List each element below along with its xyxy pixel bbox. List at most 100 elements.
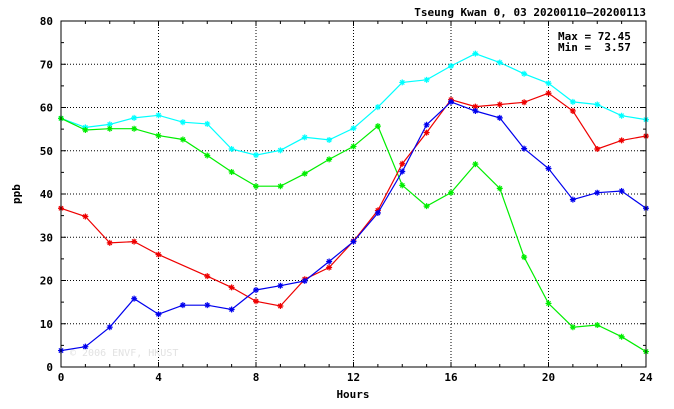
data-point bbox=[82, 343, 89, 350]
data-point bbox=[472, 107, 479, 114]
y-tick-label: 50 bbox=[40, 145, 53, 158]
data-point bbox=[496, 101, 503, 108]
data-point bbox=[155, 311, 162, 318]
data-point bbox=[106, 121, 113, 128]
grid bbox=[61, 21, 646, 367]
data-point bbox=[326, 136, 333, 143]
x-tick-label: 16 bbox=[444, 371, 458, 384]
data-point bbox=[228, 168, 235, 175]
data-point bbox=[374, 210, 381, 217]
y-tick-label: 40 bbox=[40, 188, 53, 201]
data-point bbox=[131, 295, 138, 302]
x-tick-label: 8 bbox=[253, 371, 260, 384]
data-point bbox=[472, 103, 479, 110]
data-point bbox=[399, 168, 406, 175]
data-point bbox=[594, 322, 601, 329]
series-line bbox=[60, 53, 647, 156]
data-point bbox=[618, 137, 625, 144]
x-tick-label: 20 bbox=[542, 371, 555, 384]
data-point bbox=[326, 258, 333, 265]
data-point bbox=[301, 134, 308, 141]
data-point bbox=[106, 324, 113, 331]
data-point bbox=[521, 254, 528, 261]
data-point bbox=[155, 132, 162, 139]
data-point bbox=[204, 152, 211, 159]
data-point bbox=[253, 152, 259, 159]
data-point bbox=[82, 213, 89, 220]
data-point bbox=[228, 146, 235, 153]
data-point bbox=[277, 303, 284, 310]
data-point bbox=[496, 59, 503, 66]
data-point bbox=[106, 125, 113, 132]
y-tick-label: 30 bbox=[40, 231, 53, 244]
data-point bbox=[545, 80, 552, 87]
data-point bbox=[374, 123, 381, 130]
axis-ticks: 0 4 8 12 16 20 24 0 10 20 30 40 50 60 70 80 bbox=[40, 15, 653, 384]
y-axis-label: ppb bbox=[10, 184, 23, 204]
series-3 bbox=[58, 90, 649, 310]
data-point bbox=[521, 99, 528, 106]
data-point bbox=[399, 182, 406, 189]
series-line bbox=[60, 92, 647, 307]
data-point bbox=[569, 196, 576, 203]
data-point bbox=[594, 101, 601, 108]
data-point bbox=[569, 324, 576, 331]
data-point bbox=[82, 126, 89, 133]
y-tick-label: 20 bbox=[40, 275, 53, 288]
watermark: © 2006 ENVF, HKUST bbox=[70, 348, 178, 359]
data-point bbox=[350, 143, 357, 150]
data-point bbox=[618, 333, 625, 340]
data-point bbox=[521, 145, 528, 152]
data-point bbox=[423, 121, 430, 128]
max-label: Max = 72.45 bbox=[558, 30, 631, 43]
data-point bbox=[618, 112, 625, 119]
data-point bbox=[155, 112, 162, 119]
data-point bbox=[277, 282, 284, 289]
data-point bbox=[228, 306, 235, 313]
data-point bbox=[521, 70, 528, 77]
data-point bbox=[326, 264, 333, 271]
x-tick-label: 0 bbox=[58, 371, 65, 384]
data-point bbox=[496, 185, 503, 192]
y-tick-label: 70 bbox=[40, 58, 53, 71]
data-point bbox=[131, 125, 138, 132]
data-point bbox=[277, 147, 284, 154]
data-point bbox=[472, 161, 479, 168]
data-point bbox=[545, 165, 552, 172]
data-point bbox=[569, 107, 576, 114]
series-layer bbox=[58, 50, 649, 355]
data-point bbox=[399, 160, 406, 167]
data-point bbox=[277, 183, 284, 190]
data-point bbox=[204, 302, 211, 309]
y-tick-label: 60 bbox=[40, 102, 53, 115]
data-point bbox=[472, 50, 479, 57]
data-point bbox=[423, 129, 430, 136]
data-point bbox=[448, 62, 454, 69]
x-tick-label: 12 bbox=[347, 371, 360, 384]
data-point bbox=[179, 119, 186, 126]
data-point bbox=[423, 203, 430, 210]
min-label: Min = 3.57 bbox=[558, 41, 631, 54]
data-point bbox=[326, 156, 333, 163]
x-tick-label: 24 bbox=[639, 371, 653, 384]
x-tick-label: 4 bbox=[155, 371, 162, 384]
data-point bbox=[569, 98, 576, 105]
data-point bbox=[618, 187, 625, 194]
data-point bbox=[228, 284, 235, 291]
data-point bbox=[448, 189, 454, 196]
data-point bbox=[131, 114, 138, 121]
data-point bbox=[301, 170, 308, 177]
data-point bbox=[253, 298, 259, 305]
data-point bbox=[423, 76, 430, 83]
data-point bbox=[253, 287, 259, 294]
data-point bbox=[106, 239, 113, 246]
data-point bbox=[399, 79, 406, 86]
x-axis-label: Hours bbox=[336, 388, 369, 401]
chart-title: Tseung Kwan 0, 03 20200110–20200113 bbox=[414, 6, 646, 19]
data-point bbox=[350, 125, 357, 132]
data-point bbox=[253, 183, 259, 190]
y-tick-label: 10 bbox=[40, 318, 53, 331]
data-point bbox=[496, 114, 503, 121]
data-point bbox=[448, 98, 454, 105]
